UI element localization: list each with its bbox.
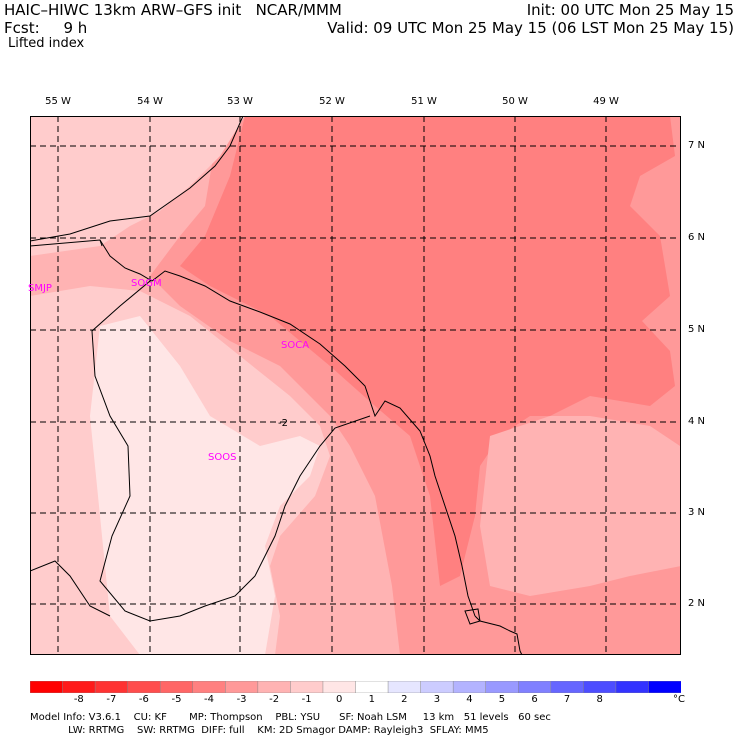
colorbar-tick-label: -2	[269, 694, 280, 705]
lon-label-55w: 55 W	[45, 96, 71, 107]
station-soca: SOCA	[281, 340, 310, 351]
colorbar-bin	[550, 681, 585, 693]
station-soos: SOOS	[208, 452, 237, 463]
colorbar-bin	[62, 681, 96, 693]
colorbar-tick-label: 1	[368, 694, 375, 705]
station-smjp: SMJP	[28, 283, 52, 294]
map-frame	[30, 116, 681, 655]
contour-label: -2	[278, 418, 288, 429]
colorbar-tick-label: -1	[301, 694, 312, 705]
forecast-hour: Fcst: 9 h	[4, 19, 88, 37]
shade-east-light	[480, 416, 681, 596]
valid-time: Valid: 09 UTC Mon 25 May 15 (06 LST Mon …	[327, 19, 734, 37]
colorbar-bin	[257, 681, 292, 693]
colorbar-bin	[583, 681, 617, 693]
border-suriname-guyana	[99, 239, 103, 247]
colorbar-bin	[355, 681, 389, 693]
colorbar-bin	[127, 681, 161, 693]
colorbar-tick-label: -7	[106, 694, 117, 705]
lat-label-7n: 7 N	[688, 140, 706, 151]
colorbar-bin	[94, 681, 129, 693]
title-left: HAIC–HIWC 13km ARW–GFS init NCAR/MMM	[4, 1, 342, 19]
lat-label-5n: 5 N	[688, 324, 706, 335]
model-info-line2: LW: RRTMG SW: RRTMG DIFF: full KM: 2D Sm…	[30, 725, 489, 736]
colorbar	[30, 681, 681, 693]
colorbar-tick-label: -6	[138, 694, 149, 705]
colorbar-bin	[192, 681, 227, 693]
shade-west-light	[30, 116, 245, 256]
graticule	[30, 116, 681, 655]
lon-label-49w: 49 W	[593, 96, 619, 107]
shade-interior-lightest	[90, 316, 320, 655]
colorbar-bin	[420, 681, 454, 693]
colorbar-tick-label: -3	[236, 694, 247, 705]
colorbar-bin	[485, 681, 520, 693]
lon-label-51w: 51 W	[411, 96, 437, 107]
lon-label-52w: 52 W	[319, 96, 345, 107]
field-name: Lifted index	[8, 36, 85, 51]
colorbar-bin	[290, 681, 324, 693]
coastlines-borders	[30, 116, 523, 655]
colorbar-bin	[30, 681, 64, 693]
init-time: Init: 00 UTC Mon 25 May 15	[526, 1, 734, 19]
lat-label-4n: 4 N	[688, 416, 706, 427]
lat-label-3n: 3 N	[688, 507, 706, 518]
lifted-index-map: -2	[30, 116, 681, 655]
border-suriname-west	[91, 280, 371, 622]
colorbar-tick-label: 7	[563, 694, 571, 705]
colorbar-bin	[518, 681, 552, 693]
lat-label-2n: 2 N	[688, 598, 706, 609]
colorbar-bin	[159, 681, 194, 693]
colorbar-bin	[648, 681, 681, 693]
model-info-line1: Model Info: V3.6.1 CU: KF MP: Thompson P…	[30, 712, 551, 723]
colorbar-tick-label: 0	[336, 694, 343, 705]
colorbar-unit: °C	[673, 694, 685, 705]
station-sogm: SOGM	[131, 278, 162, 289]
coastline	[30, 239, 476, 617]
colorbar-bin	[387, 681, 422, 693]
colorbar-bin	[322, 681, 357, 693]
colorbar-bin	[615, 681, 650, 693]
colorbar-tick-label: 8	[596, 694, 603, 705]
colorbar-tick-label: -4	[204, 694, 214, 705]
colorbar-tick-label: -8	[73, 694, 84, 705]
colorbar-bin	[225, 681, 259, 693]
lon-label-54w: 54 W	[137, 96, 163, 107]
colorbar-tick-label: 4	[466, 694, 473, 705]
oiapoque-mark	[464, 608, 481, 625]
colorbar-tick-label: 2	[401, 694, 408, 705]
lon-label-50w: 50 W	[502, 96, 528, 107]
colorbar-tick-label: -5	[171, 694, 182, 705]
border-south	[30, 560, 111, 617]
colorbar-tick-label: 3	[433, 694, 441, 705]
shade-max-minus4	[180, 116, 675, 586]
colorbar-bin	[452, 681, 487, 693]
border-northwest	[30, 116, 244, 242]
colorbar-tick-label: 6	[531, 694, 538, 705]
colorbar-tick-label: 5	[498, 694, 506, 705]
lat-label-6n: 6 N	[688, 232, 706, 243]
lon-label-53w: 53 W	[227, 96, 253, 107]
